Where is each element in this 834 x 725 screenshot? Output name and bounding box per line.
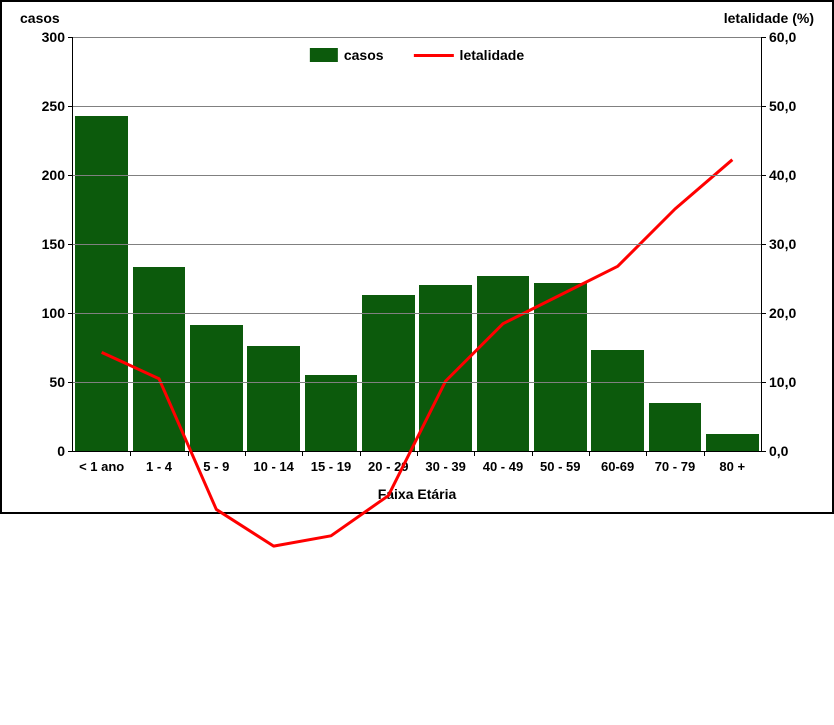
x-tick-label: 60-69 <box>601 459 634 474</box>
tick-mark-right <box>761 244 766 245</box>
x-tick-label: 5 - 9 <box>203 459 229 474</box>
tick-mark-right <box>761 175 766 176</box>
tick-mark-left <box>68 37 73 38</box>
x-tick-label: 40 - 49 <box>483 459 523 474</box>
legend: casos letalidade <box>310 47 524 63</box>
y-tick-left: 100 <box>42 305 65 321</box>
y-tick-right: 60,0 <box>769 29 796 45</box>
plot-area: < 1 ano1 - 45 - 910 - 1415 - 1920 - 2930… <box>72 37 762 452</box>
x-tick-label: 20 - 29 <box>368 459 408 474</box>
legend-item-letalidade: letalidade <box>414 47 525 63</box>
y-tick-right: 10,0 <box>769 374 796 390</box>
y-tick-left: 0 <box>57 443 65 459</box>
x-tick-label: 70 - 79 <box>655 459 695 474</box>
tick-mark-left <box>68 106 73 107</box>
bar <box>706 434 759 451</box>
chart-container: casos letalidade (%) Faixa Etária < 1 an… <box>2 2 832 512</box>
tick-mark-bottom <box>360 451 361 456</box>
x-tick-label: 80 + <box>719 459 745 474</box>
left-axis-title: casos <box>20 10 60 26</box>
y-tick-left: 50 <box>49 374 65 390</box>
tick-mark-right <box>761 313 766 314</box>
gridline <box>73 244 761 245</box>
bar <box>649 403 702 451</box>
tick-mark-right <box>761 106 766 107</box>
tick-mark-bottom <box>130 451 131 456</box>
legend-line-label: letalidade <box>460 47 525 63</box>
tick-mark-left <box>68 382 73 383</box>
tick-mark-bottom <box>245 451 246 456</box>
tick-mark-left <box>68 313 73 314</box>
x-tick-label: 30 - 39 <box>425 459 465 474</box>
tick-mark-left <box>68 175 73 176</box>
x-tick-label: 15 - 19 <box>311 459 351 474</box>
bar <box>247 346 300 451</box>
tick-mark-right <box>761 37 766 38</box>
bar <box>305 375 358 451</box>
x-tick-label: 50 - 59 <box>540 459 580 474</box>
tick-mark-bottom <box>532 451 533 456</box>
gridline <box>73 106 761 107</box>
gridline <box>73 313 761 314</box>
y-tick-right: 20,0 <box>769 305 796 321</box>
y-tick-left: 150 <box>42 236 65 252</box>
tick-mark-bottom <box>646 451 647 456</box>
legend-item-casos: casos <box>310 47 384 63</box>
right-axis-title: letalidade (%) <box>724 10 814 26</box>
y-tick-right: 50,0 <box>769 98 796 114</box>
bar <box>190 325 243 451</box>
tick-mark-right <box>761 382 766 383</box>
legend-line-swatch <box>414 54 454 57</box>
bar <box>591 350 644 451</box>
gridline <box>73 382 761 383</box>
legend-bar-swatch <box>310 48 338 62</box>
bar <box>362 295 415 451</box>
gridline <box>73 175 761 176</box>
y-tick-right: 30,0 <box>769 236 796 252</box>
tick-mark-bottom <box>302 451 303 456</box>
tick-mark-bottom <box>417 451 418 456</box>
y-tick-left: 250 <box>42 98 65 114</box>
x-axis-title: Faixa Etária <box>378 486 457 502</box>
tick-mark-left <box>68 451 73 452</box>
bar <box>75 116 128 451</box>
x-tick-label: 1 - 4 <box>146 459 172 474</box>
tick-mark-bottom <box>589 451 590 456</box>
x-tick-label: 10 - 14 <box>253 459 293 474</box>
tick-mark-bottom <box>188 451 189 456</box>
bar <box>133 267 186 451</box>
bar <box>534 283 587 451</box>
y-tick-right: 40,0 <box>769 167 796 183</box>
bar <box>477 276 530 451</box>
tick-mark-bottom <box>474 451 475 456</box>
tick-mark-left <box>68 244 73 245</box>
y-tick-right: 0,0 <box>769 443 788 459</box>
y-tick-left: 200 <box>42 167 65 183</box>
y-tick-left: 300 <box>42 29 65 45</box>
tick-mark-right <box>761 451 766 452</box>
bar <box>419 285 472 451</box>
gridline <box>73 37 761 38</box>
tick-mark-bottom <box>704 451 705 456</box>
legend-bar-label: casos <box>344 47 384 63</box>
x-tick-label: < 1 ano <box>79 459 124 474</box>
